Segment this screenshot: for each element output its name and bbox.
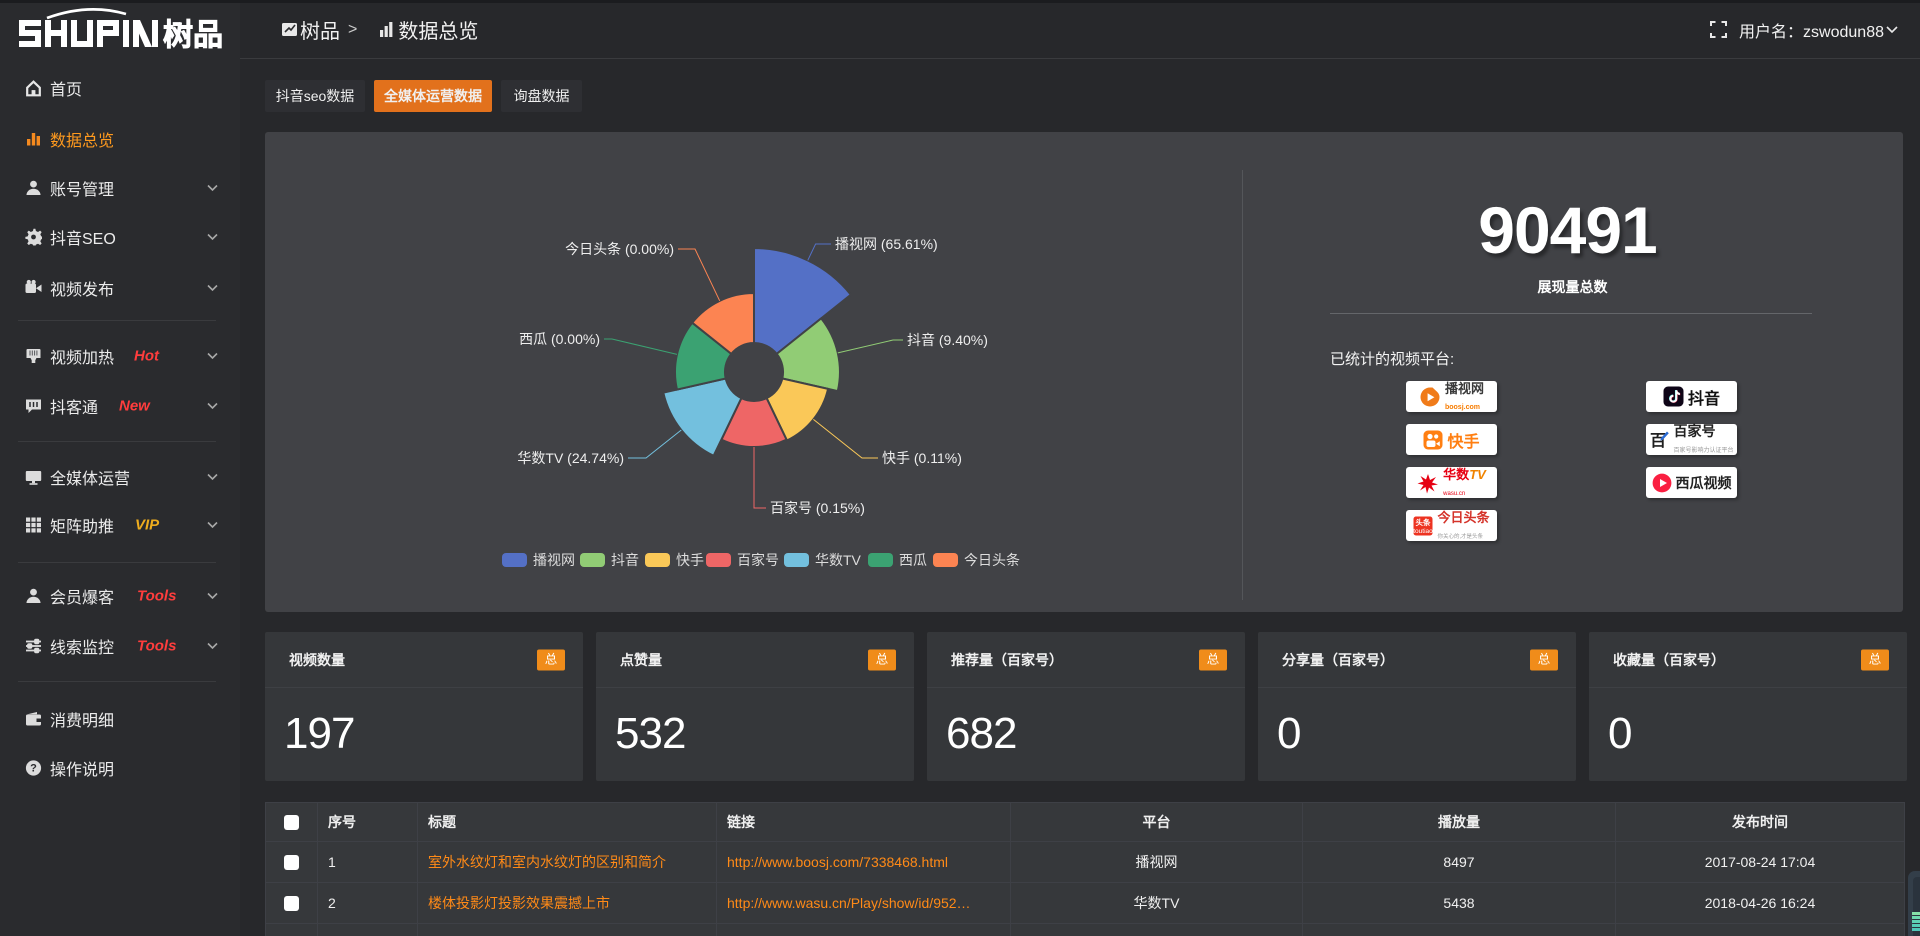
svg-text:西瓜: 西瓜: [899, 552, 927, 568]
svg-text:抖音 (9.40%): 抖音 (9.40%): [907, 332, 988, 348]
svg-text:快手: 快手: [676, 552, 704, 568]
svg-text:?: ?: [30, 763, 37, 775]
svg-text:百: 百: [1650, 432, 1666, 450]
svg-text:快手 (0.11%): 快手 (0.11%): [882, 450, 962, 466]
svg-text:华数TV (24.74%): 华数TV (24.74%): [517, 450, 624, 466]
svg-text:播视网: 播视网: [533, 552, 575, 568]
svg-text:华数TV: 华数TV: [815, 552, 862, 568]
svg-text:树品: 树品: [163, 19, 223, 52]
svg-text:抖音: 抖音: [611, 552, 639, 568]
svg-text:toutiao: toutiao: [1414, 528, 1434, 535]
svg-text:百家号: 百家号: [737, 552, 779, 568]
svg-text:西瓜 (0.00%): 西瓜 (0.00%): [519, 331, 600, 347]
svg-text:今日头条 (0.00%): 今日头条 (0.00%): [565, 241, 674, 257]
svg-text:播视网 (65.61%): 播视网 (65.61%): [835, 236, 938, 252]
svg-text:头条: 头条: [1416, 517, 1432, 527]
svg-text:百家号 (0.15%): 百家号 (0.15%): [770, 500, 865, 516]
svg-text:今日头条: 今日头条: [964, 552, 1020, 568]
